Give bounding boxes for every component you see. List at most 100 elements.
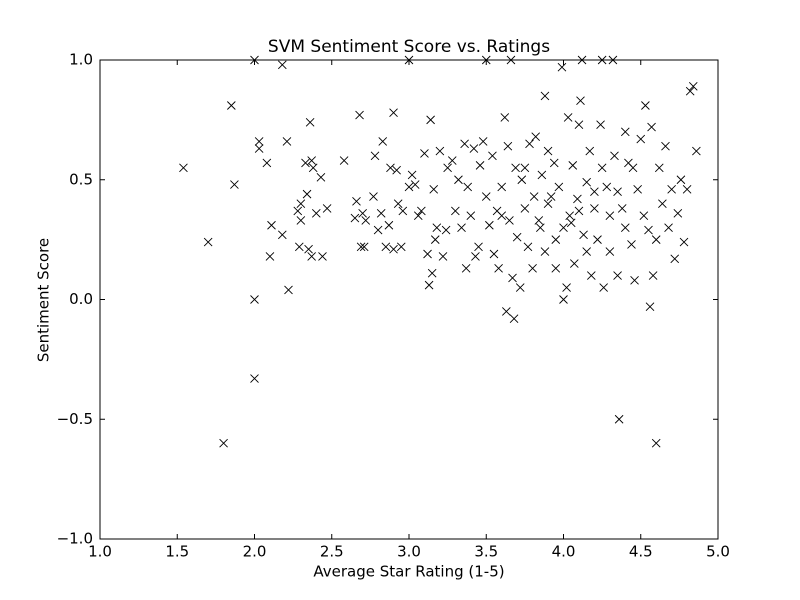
point <box>370 151 380 161</box>
point <box>534 216 544 225</box>
point <box>515 283 525 292</box>
point <box>613 187 622 197</box>
point <box>523 242 533 252</box>
point <box>413 211 423 220</box>
point <box>543 146 553 156</box>
point <box>613 271 622 280</box>
point <box>596 120 605 129</box>
point <box>311 208 321 218</box>
point <box>417 206 426 216</box>
point <box>250 374 259 383</box>
point <box>304 244 313 254</box>
point <box>582 177 591 187</box>
point <box>307 252 316 261</box>
point <box>602 182 612 192</box>
point <box>551 264 561 273</box>
chart-title: SVM Sentiment Score vs. Ratings <box>268 37 550 57</box>
point <box>557 62 567 72</box>
point <box>339 156 349 165</box>
point <box>410 180 420 189</box>
point <box>651 235 661 244</box>
point <box>481 192 491 201</box>
point <box>559 223 568 232</box>
point <box>688 82 698 91</box>
point <box>373 225 383 235</box>
x-tick-label: 3.5 <box>474 543 498 561</box>
point <box>296 199 306 209</box>
point <box>502 307 511 316</box>
point <box>404 182 414 192</box>
point <box>543 199 553 209</box>
point <box>227 101 236 110</box>
point <box>474 242 483 252</box>
point <box>457 223 466 232</box>
point <box>579 230 588 240</box>
point <box>597 163 607 173</box>
point <box>386 163 395 173</box>
point <box>509 314 519 323</box>
point <box>676 175 686 185</box>
point <box>389 244 398 254</box>
point <box>658 199 667 209</box>
point <box>393 199 403 209</box>
point <box>356 242 366 252</box>
point <box>517 175 527 185</box>
point <box>396 242 406 252</box>
point <box>654 163 664 173</box>
point <box>376 208 386 218</box>
point <box>685 86 695 96</box>
point <box>438 252 448 261</box>
point <box>585 146 595 156</box>
point <box>554 182 564 192</box>
point <box>302 189 312 199</box>
point <box>525 139 534 149</box>
y-tick-label: 0.5 <box>69 170 93 188</box>
point <box>378 137 388 146</box>
point <box>586 271 596 280</box>
point <box>582 247 591 256</box>
point <box>559 295 568 304</box>
point <box>262 158 272 168</box>
point <box>392 165 401 175</box>
point <box>265 252 275 261</box>
point <box>475 161 485 170</box>
point <box>593 235 602 244</box>
point <box>267 220 276 230</box>
point <box>254 144 264 153</box>
point <box>633 185 642 194</box>
x-tick-label: 4.0 <box>552 543 576 561</box>
point <box>398 206 408 216</box>
point <box>692 146 701 156</box>
point <box>566 218 576 228</box>
point <box>645 302 655 312</box>
point <box>511 163 520 173</box>
point <box>316 173 326 182</box>
point <box>667 185 676 194</box>
point <box>230 180 239 189</box>
point <box>569 259 579 268</box>
point <box>673 208 683 218</box>
x-tick-label: 1.5 <box>165 543 189 561</box>
point <box>639 211 649 220</box>
point <box>359 242 369 252</box>
x-tick-label: 2.0 <box>243 543 267 561</box>
point <box>670 254 680 264</box>
point <box>664 223 673 232</box>
point <box>460 139 469 149</box>
point <box>447 156 457 165</box>
point <box>179 163 188 173</box>
point <box>203 237 213 247</box>
point <box>531 132 541 141</box>
point <box>308 163 318 173</box>
point <box>296 216 306 225</box>
point <box>427 268 437 278</box>
point <box>503 141 513 151</box>
y-tick-label: 1.0 <box>69 51 93 69</box>
point <box>389 108 398 118</box>
point <box>537 170 547 180</box>
point <box>451 206 460 216</box>
point <box>682 185 692 194</box>
point <box>574 206 584 216</box>
point <box>661 141 670 151</box>
point <box>599 283 608 292</box>
